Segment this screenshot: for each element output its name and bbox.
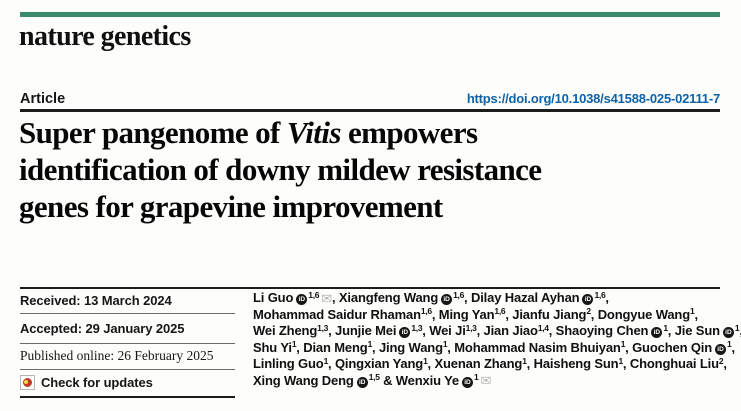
author-name: Xing Wang Deng	[253, 372, 354, 388]
doi-link[interactable]: https://doi.org/10.1038/s41588-025-02111…	[466, 91, 720, 106]
author-name: Xuenan Zhang	[434, 356, 523, 372]
author-name: Mohammad Nasim Bhuiyan	[454, 339, 621, 355]
orcid-icon[interactable]: iD	[582, 294, 594, 305]
orcid-icon[interactable]: iD	[722, 327, 734, 339]
author-name: Wei Ji	[429, 323, 466, 339]
author-name: Qingxian Yang	[334, 356, 424, 372]
envelope-icon[interactable]: ✉	[480, 373, 492, 389]
author-affiliation-superscript: 1	[618, 355, 623, 366]
author-affiliation-superscript: 2	[718, 355, 724, 366]
author-name: Dongyue Wang	[597, 306, 691, 322]
author-affiliation-superscript: 2	[586, 306, 591, 317]
author-affiliation-superscript: 1	[423, 355, 428, 366]
author-affiliation-superscript: 1,3	[411, 322, 423, 333]
crossmark-icon	[20, 375, 35, 391]
author-name: Jian Jiao	[483, 323, 538, 339]
author-affiliation-superscript: 1	[727, 339, 732, 350]
author-name: Chonghuai Liu	[629, 356, 719, 372]
author-affiliation-superscript: 1,4	[537, 322, 549, 333]
author-affiliation-superscript: 1	[323, 355, 329, 366]
author-line: Mohammad Saidur Rhaman1,6, Ming Yan1,6, …	[253, 306, 698, 322]
author-name: Jing Wang	[378, 339, 443, 355]
orcid-icon[interactable]: iD	[399, 327, 411, 339]
envelope-icon[interactable]: ✉	[321, 290, 332, 306]
author-line: Wei Zheng1,3, Junjie Mei iD 1,3, Wei Ji1,3…	[253, 322, 741, 339]
author-affiliation-superscript: 1	[522, 355, 527, 366]
journal-accent-bar	[20, 12, 720, 17]
author-affiliation-superscript: 1,6	[420, 306, 432, 317]
author-affiliation-superscript: 1,5	[368, 372, 380, 383]
received-date: Received: 13 March 2024	[20, 289, 235, 314]
meta-top-rule	[20, 287, 720, 289]
author-line: Li Guo iD 1,6 ✉, Xiangfeng Wang iD 1,6, Dilay…	[253, 289, 609, 306]
author-affiliation-superscript: 1	[442, 339, 448, 350]
article-meta-column: Received: 13 March 2024 Accepted: 29 Jan…	[20, 289, 235, 398]
article-title: Super pangenome of Vitis empowers identif…	[19, 114, 729, 225]
author-affiliation-superscript: 1	[474, 372, 479, 383]
orcid-icon[interactable]: iD	[651, 327, 663, 339]
orcid-icon[interactable]: iD	[356, 376, 368, 388]
author-line: Linling Guo1, Qingxian Yang1, Xuenan Zha…	[253, 355, 727, 372]
orcid-icon[interactable]: iD	[462, 376, 473, 388]
author-affiliation-superscript: 1	[734, 322, 740, 333]
check-for-updates-button[interactable]: Check for updates	[20, 370, 235, 398]
author-name: Guochen Qin	[632, 339, 713, 355]
author-name: Mohammad Saidur Rhaman	[253, 306, 421, 322]
published-date: Published online: 26 February 2025	[20, 344, 235, 370]
check-for-updates-label: Check for updates	[41, 375, 153, 391]
author-affiliation-superscript: 1,6	[453, 289, 465, 300]
article-title-line: genes for grapevine improvement	[19, 189, 443, 224]
article-header-row: Article https://doi.org/10.1038/s41588-0…	[20, 91, 720, 107]
author-name: Jianfu Jiang	[512, 306, 587, 322]
author-name: Dilay Hazal Ayhan	[470, 290, 580, 305]
author-name: Shaoying Chen	[555, 323, 649, 339]
author-name: Shu Yi	[253, 339, 292, 355]
article-type-label: Article	[20, 91, 66, 107]
author-name: Ming Yan	[438, 306, 495, 322]
author-name: Dian Meng	[303, 339, 368, 355]
author-affiliation-superscript: 1	[367, 339, 373, 350]
author-affiliation-superscript: 1	[690, 306, 695, 317]
author-name: Li Guo	[253, 290, 294, 305]
author-name: Haisheng Sun	[533, 356, 619, 372]
orcid-icon[interactable]: iD	[715, 343, 727, 355]
journal-masthead: nature genetics	[19, 21, 191, 52]
author-affiliation-superscript: 1	[663, 322, 668, 333]
header-rule	[20, 109, 720, 112]
author-line: Shu Yi1, Dian Meng1, Jing Wang1, Mohamma…	[253, 339, 735, 355]
author-name: Wei Zheng	[253, 323, 318, 339]
article-title-line: identification of downy mildew resistanc…	[19, 152, 542, 187]
author-affiliation-superscript: 1,3	[465, 322, 477, 333]
author-affiliation-superscript: 1	[620, 339, 626, 350]
author-affiliation-superscript: 1,6	[594, 289, 606, 300]
author-affiliation-superscript: 1,6	[308, 289, 320, 300]
author-list: Li Guo iD 1,6 ✉, Xiangfeng Wang iD 1,6, Dilay…	[253, 289, 741, 390]
author-line: Xing Wang Deng iD 1,5 & Wenxiu Ye iD 1 ✉	[253, 372, 492, 389]
author-name: Xiangfeng Wang	[338, 290, 439, 305]
author-name: Jie Sun	[674, 323, 720, 339]
author-name: Junjie Mei	[335, 323, 397, 339]
author-affiliation-superscript: 1,6	[494, 306, 506, 317]
author-affiliation-superscript: 1,3	[317, 322, 329, 333]
orcid-icon[interactable]: iD	[296, 294, 308, 305]
author-name: Linling Guo	[253, 356, 324, 372]
accepted-date: Accepted: 29 January 2025	[20, 314, 235, 344]
author-affiliation-superscript: 1	[291, 339, 297, 350]
title-genus-italic: Vitis	[286, 115, 341, 150]
author-name: Wenxiu Ye	[395, 372, 459, 388]
article-title-line: Super pangenome of Vitis empowers	[19, 115, 478, 150]
orcid-icon[interactable]: iD	[441, 294, 453, 305]
